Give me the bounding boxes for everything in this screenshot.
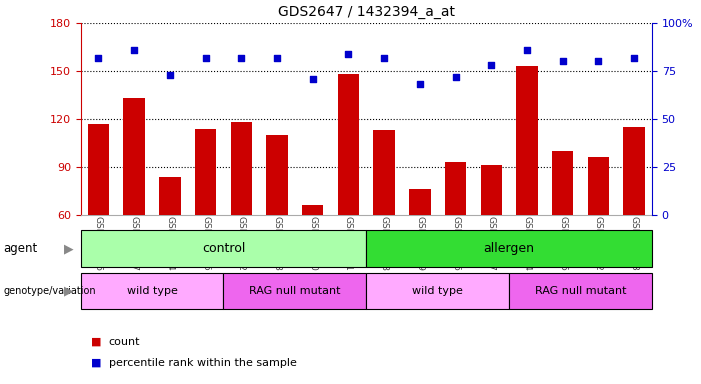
- Bar: [481, 166, 502, 215]
- Text: control: control: [202, 242, 245, 255]
- Point: [307, 76, 318, 82]
- Bar: [374, 130, 395, 215]
- Point: [164, 72, 175, 78]
- Point: [522, 47, 533, 53]
- Point: [486, 62, 497, 68]
- Text: genotype/variation: genotype/variation: [4, 286, 96, 296]
- Bar: [623, 127, 645, 215]
- Bar: [338, 74, 359, 215]
- Point: [93, 55, 104, 61]
- Point: [593, 58, 604, 65]
- Bar: [231, 122, 252, 215]
- Bar: [81, 273, 224, 309]
- Point: [200, 55, 211, 61]
- Text: count: count: [109, 337, 140, 347]
- Bar: [367, 273, 509, 309]
- Bar: [123, 98, 145, 215]
- Bar: [195, 129, 217, 215]
- Text: ▶: ▶: [64, 285, 74, 297]
- Text: wild type: wild type: [412, 286, 463, 296]
- Point: [236, 55, 247, 61]
- Bar: [159, 177, 181, 215]
- Point: [343, 51, 354, 57]
- Point: [128, 47, 139, 53]
- Bar: [516, 66, 538, 215]
- Text: RAG null mutant: RAG null mutant: [535, 286, 626, 296]
- Text: ■: ■: [91, 337, 102, 347]
- Text: percentile rank within the sample: percentile rank within the sample: [109, 358, 297, 368]
- Text: agent: agent: [4, 242, 38, 255]
- Point: [557, 58, 569, 65]
- Point: [414, 81, 426, 88]
- Text: ▶: ▶: [64, 242, 74, 255]
- Text: wild type: wild type: [127, 286, 177, 296]
- Bar: [409, 189, 430, 215]
- Text: ■: ■: [91, 358, 102, 368]
- Text: allergen: allergen: [484, 242, 535, 255]
- Bar: [587, 157, 609, 215]
- Bar: [81, 230, 367, 267]
- Bar: [266, 135, 287, 215]
- Point: [271, 55, 283, 61]
- Bar: [88, 124, 109, 215]
- Title: GDS2647 / 1432394_a_at: GDS2647 / 1432394_a_at: [278, 5, 455, 19]
- Point: [629, 55, 640, 61]
- Point: [450, 74, 461, 80]
- Bar: [302, 205, 323, 215]
- Point: [379, 55, 390, 61]
- Bar: [224, 273, 367, 309]
- Text: RAG null mutant: RAG null mutant: [249, 286, 341, 296]
- Bar: [552, 151, 573, 215]
- Bar: [445, 162, 466, 215]
- Bar: [367, 230, 652, 267]
- Bar: [509, 273, 652, 309]
